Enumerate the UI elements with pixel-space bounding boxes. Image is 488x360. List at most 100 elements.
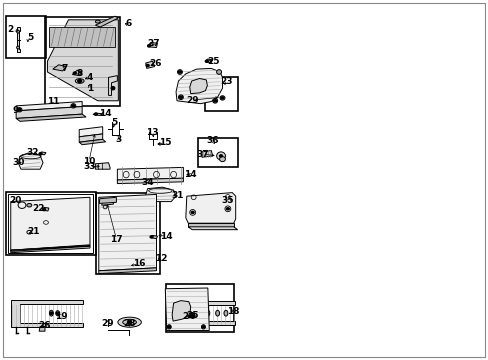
Text: 22: 22	[32, 204, 45, 213]
Text: 12: 12	[155, 253, 167, 263]
Text: 25: 25	[185, 311, 198, 320]
Circle shape	[226, 208, 229, 210]
Ellipse shape	[220, 96, 224, 100]
Ellipse shape	[49, 310, 53, 316]
Text: 14: 14	[99, 109, 112, 117]
Polygon shape	[172, 301, 190, 321]
Polygon shape	[11, 246, 90, 253]
Polygon shape	[188, 313, 194, 317]
Polygon shape	[117, 178, 183, 184]
Polygon shape	[39, 152, 46, 155]
Text: 24: 24	[182, 311, 195, 320]
Circle shape	[213, 100, 216, 102]
Polygon shape	[145, 187, 176, 202]
Text: 23: 23	[220, 77, 233, 86]
Bar	[6, 192, 96, 255]
Polygon shape	[17, 27, 20, 52]
Text: 6: 6	[126, 19, 132, 28]
Text: 10: 10	[82, 157, 95, 166]
Polygon shape	[176, 68, 222, 104]
Polygon shape	[188, 227, 237, 230]
Text: 31: 31	[171, 191, 183, 199]
Polygon shape	[93, 113, 102, 116]
Ellipse shape	[205, 310, 209, 316]
Polygon shape	[19, 153, 43, 169]
Text: 35: 35	[221, 197, 234, 205]
Text: 2: 2	[8, 25, 14, 34]
Ellipse shape	[224, 310, 227, 316]
Text: 3: 3	[116, 135, 122, 144]
Polygon shape	[16, 114, 86, 121]
Text: 36: 36	[205, 136, 218, 145]
Text: 26: 26	[148, 59, 161, 68]
Text: 37: 37	[196, 150, 208, 158]
Text: 13: 13	[146, 128, 159, 137]
Polygon shape	[53, 65, 66, 71]
Ellipse shape	[111, 86, 115, 90]
Circle shape	[219, 155, 222, 157]
Ellipse shape	[201, 325, 205, 329]
Circle shape	[111, 87, 114, 89]
Ellipse shape	[177, 70, 182, 74]
Text: 11: 11	[46, 97, 59, 106]
Ellipse shape	[27, 203, 32, 207]
Ellipse shape	[215, 310, 219, 316]
Polygon shape	[79, 139, 105, 145]
Ellipse shape	[216, 70, 221, 74]
Bar	[204, 77, 238, 111]
Text: 20: 20	[9, 196, 21, 205]
Text: 19: 19	[55, 311, 67, 320]
Circle shape	[73, 72, 76, 74]
Text: 32: 32	[26, 148, 39, 157]
Polygon shape	[108, 76, 117, 95]
Text: 29: 29	[185, 95, 198, 104]
Text: 8: 8	[77, 68, 82, 77]
Text: 30: 30	[12, 158, 25, 167]
Polygon shape	[95, 16, 118, 27]
Text: 17: 17	[110, 235, 122, 243]
Ellipse shape	[212, 99, 217, 103]
Circle shape	[50, 312, 53, 314]
Ellipse shape	[17, 30, 20, 33]
Polygon shape	[202, 150, 212, 157]
Polygon shape	[39, 327, 45, 331]
Ellipse shape	[216, 152, 225, 160]
Polygon shape	[147, 42, 157, 48]
Ellipse shape	[167, 325, 171, 329]
Text: 9: 9	[13, 106, 20, 115]
Ellipse shape	[178, 95, 183, 99]
Circle shape	[78, 80, 81, 82]
Circle shape	[191, 315, 194, 317]
Polygon shape	[72, 70, 82, 76]
Bar	[49, 27, 115, 47]
Ellipse shape	[122, 319, 136, 325]
Polygon shape	[205, 59, 212, 63]
Polygon shape	[47, 20, 118, 101]
Text: 27: 27	[147, 40, 160, 49]
Text: 5: 5	[111, 118, 117, 127]
Ellipse shape	[197, 310, 201, 316]
Ellipse shape	[75, 79, 84, 83]
Text: 1: 1	[87, 84, 93, 93]
Text: 15: 15	[158, 139, 171, 148]
Circle shape	[147, 45, 150, 47]
Bar	[197, 138, 238, 167]
Polygon shape	[16, 107, 82, 118]
Polygon shape	[99, 197, 116, 203]
Text: 14: 14	[184, 170, 197, 179]
Text: 16: 16	[132, 259, 145, 268]
Circle shape	[127, 321, 131, 324]
Polygon shape	[11, 246, 90, 251]
Circle shape	[191, 211, 194, 213]
Polygon shape	[11, 300, 83, 327]
Polygon shape	[195, 301, 234, 325]
Circle shape	[72, 105, 75, 107]
Text: 34: 34	[141, 177, 154, 186]
Text: 5: 5	[28, 32, 34, 41]
Circle shape	[167, 326, 170, 328]
Circle shape	[202, 326, 204, 328]
Text: 25: 25	[206, 57, 219, 66]
Ellipse shape	[118, 317, 141, 327]
Circle shape	[39, 153, 42, 155]
Polygon shape	[11, 197, 90, 250]
